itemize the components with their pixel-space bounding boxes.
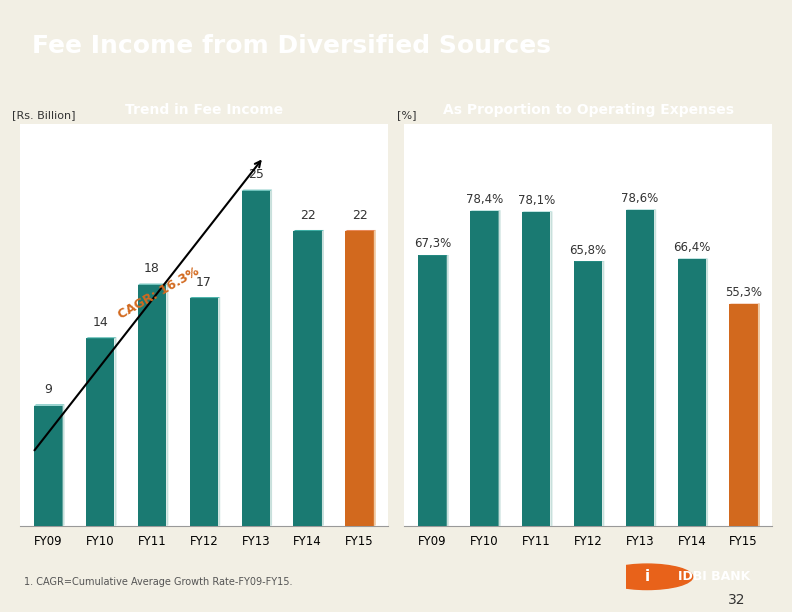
Text: [%]: [%] <box>397 110 416 119</box>
Text: 17: 17 <box>196 276 212 289</box>
Bar <box>345 231 374 526</box>
Polygon shape <box>219 297 220 526</box>
Bar <box>418 255 447 526</box>
Bar <box>293 231 322 526</box>
Polygon shape <box>189 297 220 298</box>
Bar <box>729 304 758 526</box>
Text: 9: 9 <box>44 383 52 396</box>
Text: 18: 18 <box>144 263 160 275</box>
Text: IDBI BANK: IDBI BANK <box>678 570 750 583</box>
Text: As Proportion to Operating Expenses: As Proportion to Operating Expenses <box>443 103 733 117</box>
Text: 65,8%: 65,8% <box>569 244 607 256</box>
Polygon shape <box>447 255 449 526</box>
Polygon shape <box>758 304 760 526</box>
Text: 55,3%: 55,3% <box>725 286 762 299</box>
Text: 22: 22 <box>300 209 315 222</box>
Polygon shape <box>550 212 553 526</box>
Polygon shape <box>63 405 65 526</box>
Text: 78,1%: 78,1% <box>517 194 555 207</box>
Polygon shape <box>706 259 708 526</box>
Bar <box>86 338 115 526</box>
Circle shape <box>601 564 693 589</box>
Polygon shape <box>603 261 604 526</box>
Bar <box>189 298 219 526</box>
Bar <box>242 191 270 526</box>
Polygon shape <box>322 230 324 526</box>
Text: Fee Income from Diversified Sources: Fee Income from Diversified Sources <box>32 34 550 58</box>
Text: 78,4%: 78,4% <box>466 193 503 206</box>
Text: 14: 14 <box>93 316 108 329</box>
Polygon shape <box>242 190 272 191</box>
Text: CAGR: 16.3%: CAGR: 16.3% <box>116 264 201 321</box>
Polygon shape <box>654 209 657 526</box>
Bar <box>522 212 550 526</box>
Bar <box>138 285 166 526</box>
Polygon shape <box>345 230 376 231</box>
Bar <box>34 406 63 526</box>
Bar <box>573 261 603 526</box>
Polygon shape <box>499 211 501 526</box>
Polygon shape <box>166 284 169 526</box>
Text: 22: 22 <box>352 209 367 222</box>
Polygon shape <box>86 337 116 338</box>
Text: i: i <box>645 569 649 584</box>
Text: 67,3%: 67,3% <box>414 237 451 250</box>
Text: [Rs. Billion]: [Rs. Billion] <box>13 110 76 119</box>
Polygon shape <box>138 284 169 285</box>
Bar <box>470 211 499 526</box>
Text: Trend in Fee Income: Trend in Fee Income <box>125 103 283 117</box>
Polygon shape <box>270 190 272 526</box>
Polygon shape <box>115 337 116 526</box>
Polygon shape <box>374 230 376 526</box>
Text: 25: 25 <box>248 168 264 181</box>
Text: 32: 32 <box>728 593 745 606</box>
Text: 66,4%: 66,4% <box>673 241 710 254</box>
Polygon shape <box>34 405 65 406</box>
Polygon shape <box>293 230 324 231</box>
Bar <box>626 210 654 526</box>
Text: 1. CAGR=Cumulative Average Growth Rate-FY09-FY15.: 1. CAGR=Cumulative Average Growth Rate-F… <box>24 577 292 586</box>
Text: 78,6%: 78,6% <box>621 192 659 205</box>
Bar <box>677 259 706 526</box>
